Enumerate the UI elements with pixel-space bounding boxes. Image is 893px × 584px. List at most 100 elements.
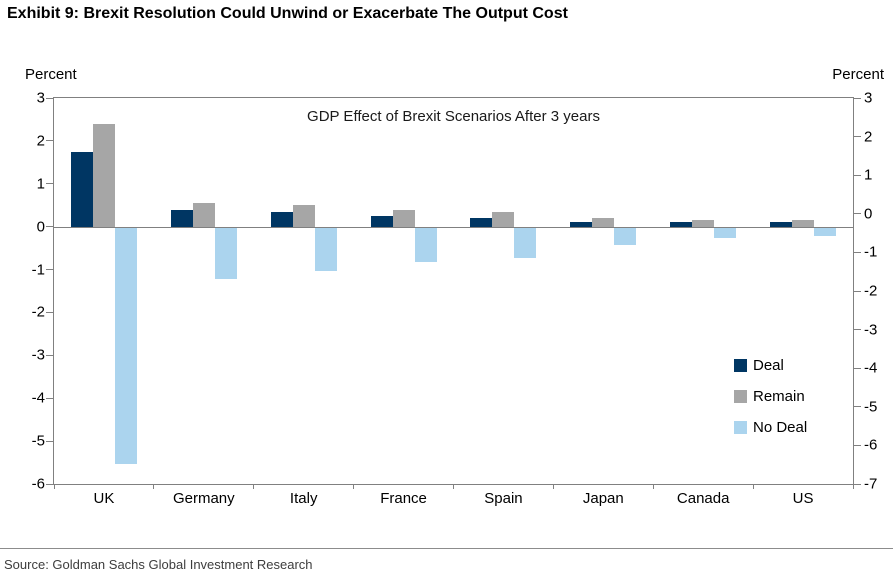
bar-no-deal-us [814,227,837,237]
legend-swatch-icon [734,359,747,372]
left-axis-tick [46,269,53,271]
legend-item-no-deal: No Deal [734,412,807,443]
x-axis-category-label: UK [93,490,115,507]
bar-remain-france [392,209,415,227]
legend-swatch-icon [734,390,747,403]
x-axis-category-label: US [792,490,814,507]
left-axis-tick [46,483,53,485]
left-axis-tick [46,354,53,356]
bar-remain-germany [192,203,215,227]
source-text: Source: Goldman Sachs Global Investment … [4,557,313,572]
bar-remain-uk [92,123,115,227]
x-axis-tick [453,484,454,489]
x-axis-tick [153,484,155,489]
left-axis-tick-label: -4 [31,389,45,407]
right-axis-tick-label: -1 [864,243,878,261]
bar-deal-france [370,215,393,227]
bar-deal-us [770,222,793,227]
x-axis-category-label: Canada [676,490,730,507]
x-axis-tick [353,484,355,489]
legend-item-deal: Deal [734,350,807,381]
right-axis-tick [854,251,861,253]
right-axis-tick [854,367,861,369]
right-axis-tick-label: -2 [864,282,878,300]
x-axis-tick [752,484,754,489]
right-axis-tick-label: 3 [864,89,873,107]
bar-deal-uk [70,151,93,227]
right-axis-tick [854,174,861,176]
right-axis-tick-label: -3 [864,321,878,339]
bar-no-deal-spain [514,227,537,258]
bar-no-deal-canada [714,227,737,239]
bar-remain-us [792,220,815,227]
chart-title: GDP Effect of Brexit Scenarios After 3 y… [307,108,600,125]
right-axis-tick-label: 0 [864,205,873,223]
right-axis-tick [854,136,861,138]
bar-remain-spain [492,211,515,227]
bar-no-deal-germany [214,227,237,280]
legend-label: Remain [753,388,805,405]
x-axis-tick [253,484,255,489]
left-axis-tick [46,311,53,313]
legend-item-remain: Remain [734,381,807,412]
left-axis-tick [46,440,53,442]
bar-remain-japan [592,218,615,227]
left-axis-tick-label: 0 [36,218,45,236]
right-axis-tick [854,290,861,292]
left-axis-tick [46,140,53,142]
legend: Deal Remain No Deal [734,350,807,443]
x-axis-category-label: Italy [289,490,318,507]
zero-gridline [54,226,853,228]
right-axis-tick-label: 1 [864,166,873,184]
bar-remain-italy [292,205,315,227]
bar-no-deal-uk [114,227,137,464]
x-axis-tick [53,484,55,489]
left-axis-tick-label: -2 [31,303,45,321]
footer-divider [0,548,893,549]
bar-deal-japan [570,222,593,227]
legend-label: No Deal [753,419,808,436]
legend-swatch-icon [734,421,747,434]
legend-label: Deal [753,357,784,374]
left-axis-tick-label: 1 [36,175,45,193]
x-axis-tick [652,484,654,489]
left-axis-tick [46,226,53,228]
right-axis-title: Percent [832,66,884,83]
x-axis-category-label: France [380,490,427,507]
right-axis-tick [854,329,861,331]
left-axis-tick [46,183,53,185]
right-axis-tick [854,406,861,408]
right-axis-tick [854,213,861,215]
right-axis-tick-label: -7 [864,475,878,493]
left-axis-tick-label: -6 [31,475,45,493]
x-axis-category-label: Spain [484,490,523,507]
left-axis-tick [46,97,53,99]
x-axis-tick [852,484,854,489]
left-axis-tick [46,397,53,399]
right-axis-tick-label: 2 [864,128,873,146]
left-axis-tick-label: -5 [31,432,45,450]
bar-no-deal-france [414,227,437,262]
bar-no-deal-italy [314,227,337,271]
right-axis-tick [854,483,861,485]
left-axis-tick-label: 3 [36,89,45,107]
right-axis-tick [854,444,861,446]
bar-deal-canada [670,222,693,227]
bar-no-deal-japan [614,227,637,245]
x-axis-category-label: Japan [582,490,624,507]
x-axis-tick [552,484,554,489]
bar-deal-italy [270,211,293,227]
bar-deal-germany [170,209,193,227]
left-axis-tick-label: 2 [36,132,45,150]
right-axis-tick [854,97,861,99]
right-axis-tick-label: -4 [864,359,878,377]
exhibit-title: Exhibit 9: Brexit Resolution Could Unwin… [7,5,568,22]
right-axis-tick-label: -6 [864,436,878,454]
x-axis-category-label: Germany [172,490,235,507]
bar-deal-spain [470,218,493,227]
right-axis-tick-label: -5 [864,398,878,416]
plot-area: GDP Effect of Brexit Scenarios After 3 y… [32,90,878,508]
bar-remain-canada [692,220,715,227]
left-axis-tick-label: -1 [31,261,45,279]
